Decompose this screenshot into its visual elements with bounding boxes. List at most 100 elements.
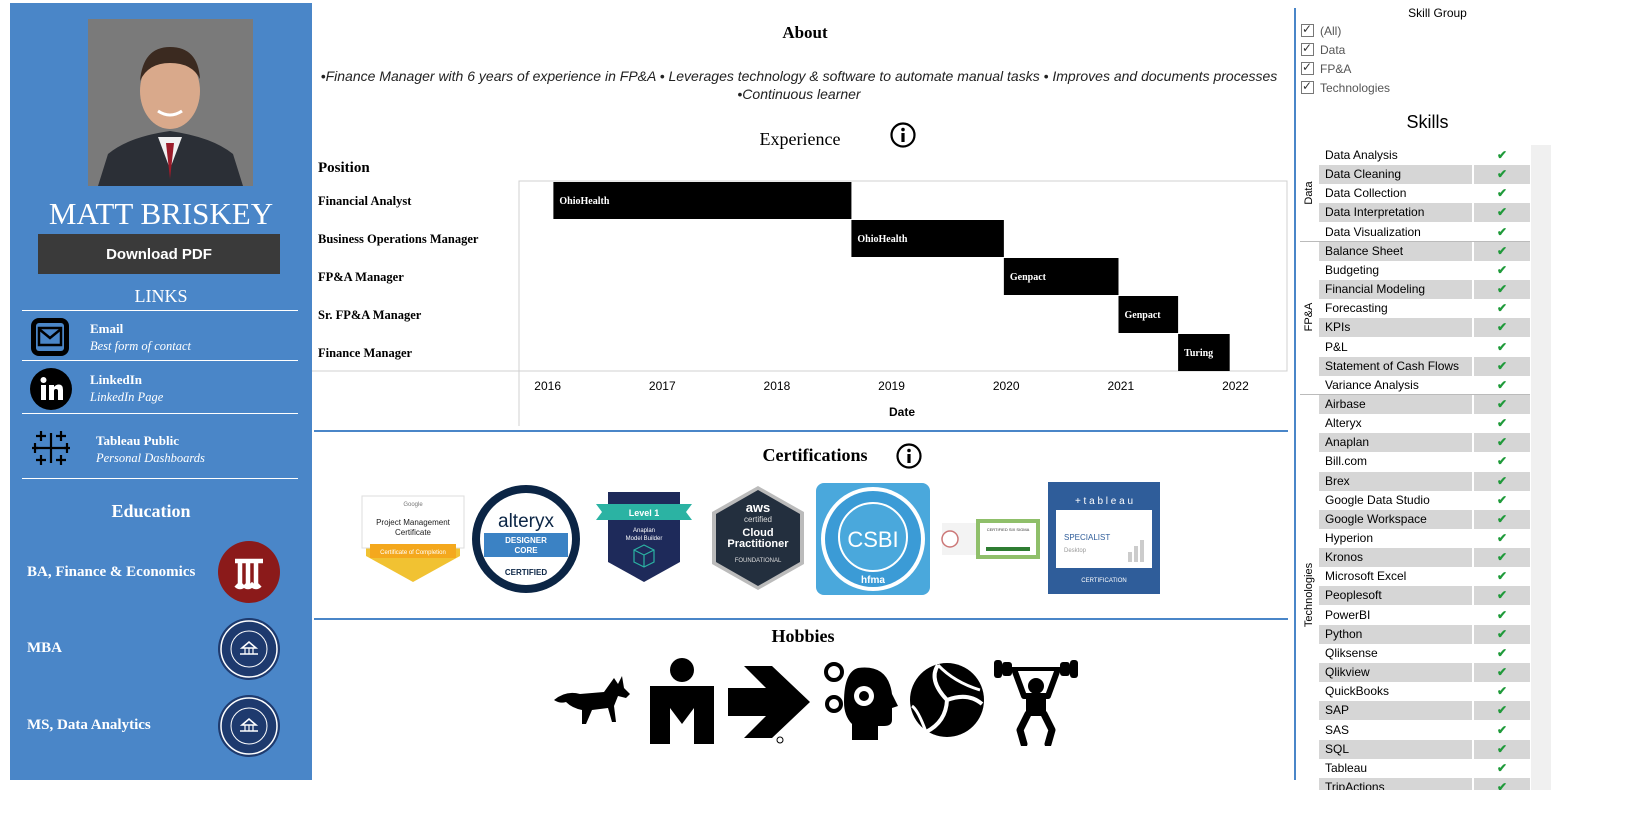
check-icon: ✔ [1496,569,1508,584]
skill-row[interactable]: Data Visualization ✔ [1319,223,1530,242]
skill-group-label: FP&A [1303,302,1315,332]
checkbox[interactable] [1301,41,1314,56]
filter-option-label: Technologies [1320,81,1391,95]
filter-option-fpa[interactable]: FP&A [1301,60,1351,80]
filter-option-all[interactable]: (All) [1301,22,1341,42]
skill-row[interactable]: Python ✔ [1319,624,1530,644]
skill-row[interactable]: Microsoft Excel ✔ [1319,567,1530,586]
skill-row[interactable]: SAS ✔ [1319,721,1530,740]
checkbox[interactable] [1301,22,1314,37]
skill-row[interactable]: Balance Sheet ✔ [1319,241,1530,261]
position-label: Business Operations Manager [318,232,479,246]
checkbox[interactable] [1301,60,1314,75]
skill-row[interactable]: Bill.com ✔ [1319,452,1530,471]
skill-row[interactable]: TripActions ✔ [1319,777,1530,790]
alteryx-badge[interactable]: alteryx DESIGNER CORE CERTIFIED [470,483,582,600]
skill-row[interactable]: QuickBooks ✔ [1319,682,1530,701]
skill-row[interactable]: Airbase ✔ [1319,394,1530,414]
csbi-badge[interactable]: CSBI hfma [816,483,930,600]
skill-row[interactable]: Peoplesoft ✔ [1319,586,1530,606]
position-label: Financial Analyst [318,194,412,208]
skill-row[interactable]: Brex ✔ [1319,471,1530,491]
checkbox[interactable] [1301,79,1314,94]
linkedin-link[interactable]: LinkedIn LinkedIn Page [22,364,298,412]
gantt-bar [1003,258,1119,295]
filter-option-technologies[interactable]: Technologies [1301,79,1391,99]
dog-icon [552,672,632,733]
six-sigma-badge[interactable]: CERTIFIED SIX SIGMA [936,515,1046,570]
anaplan-badge[interactable]: Level 1 Anaplan Model Builder [594,490,694,593]
badge-text: + t a b l e a u [1075,496,1133,507]
skill-row[interactable]: SAP ✔ [1319,701,1530,721]
skill-row[interactable]: Variance Analysis ✔ [1319,376,1530,395]
education-degree: MS, Data Analytics [27,717,151,733]
skill-row[interactable]: SQL ✔ [1319,739,1530,759]
x-tick-label: 2020 [993,379,1020,393]
skill-row[interactable]: Qlikview ✔ [1319,663,1530,683]
badge-text: CORE [514,546,538,555]
check-icon: ✔ [1496,722,1508,737]
skill-row[interactable]: Google Data Studio ✔ [1319,491,1530,510]
skill-row[interactable]: Forecasting ✔ [1319,299,1530,318]
skill-name: Google Data Studio [1325,492,1430,507]
x-axis-title: Date [889,405,915,419]
aws-badge[interactable]: aws certified Cloud Practitioner FOUNDAT… [708,484,808,597]
badge-text: Desktop [1064,548,1087,554]
badge-text: CERTIFICATION [1081,578,1126,584]
skill-row[interactable]: Hyperion ✔ [1319,529,1530,548]
skill-group-label: Data [1303,181,1315,205]
skill-name: Data Collection [1325,186,1407,201]
skill-row[interactable]: PowerBI ✔ [1319,606,1530,625]
badge-text: DESIGNER [505,536,547,545]
skill-row[interactable]: Tableau ✔ [1319,759,1530,778]
badge-text: Certificate of Completion [380,550,446,556]
email-link[interactable]: Email Best form of contact [22,313,298,361]
check-icon: ✔ [1474,203,1530,223]
check-icon: ✔ [1474,356,1530,376]
skill-row[interactable]: Google Workspace ✔ [1319,509,1530,529]
badge-text: CSBI [847,527,898,552]
linkedin-link-title: LinkedIn [90,372,143,387]
badge-text: Model Builder [626,536,663,542]
skill-row[interactable]: Data Collection ✔ [1319,184,1530,203]
tableau-link-subtitle: Personal Dashboards [96,451,205,465]
skills-scrollbar[interactable] [1531,145,1551,790]
x-tick-label: 2022 [1222,379,1249,393]
filter-option-data[interactable]: Data [1301,41,1345,61]
tableau-public-link[interactable]: Tableau Public Personal Dashboards [22,423,298,471]
skill-row[interactable]: Data Interpretation ✔ [1319,203,1530,223]
skill-row[interactable]: Alteryx ✔ [1319,414,1530,433]
skill-row[interactable]: Budgeting ✔ [1319,261,1530,280]
x-tick-label: 2019 [878,379,905,393]
check-icon: ✔ [1474,663,1530,683]
skill-name: Forecasting [1325,301,1388,316]
skills-table[interactable]: Data Analysis ✔ Data Cleaning ✔ Data Collect… [1300,145,1552,790]
info-icon[interactable] [896,443,922,469]
links-heading: LINKS [134,286,188,306]
check-icon: ✔ [1496,492,1508,507]
tableau-badge[interactable]: + t a b l e a u SPECIALIST Desktop CERTI… [1048,482,1160,599]
skill-row[interactable]: Data Analysis ✔ [1319,146,1530,165]
skill-row[interactable]: KPIs ✔ [1319,318,1530,338]
position-label: FP&A Manager [318,270,404,284]
skill-row[interactable]: Kronos ✔ [1319,548,1530,568]
certifications-heading: Certifications [762,445,868,465]
badge-text: Level 1 [629,508,660,518]
skill-row[interactable]: Statement of Cash Flows ✔ [1319,356,1530,376]
hobbies-heading: Hobbies [771,626,835,646]
skill-row[interactable]: Financial Modeling ✔ [1319,280,1530,300]
skill-name: Python [1319,624,1472,644]
skill-row[interactable]: P&L ✔ [1319,338,1530,357]
info-icon[interactable] [890,122,916,148]
google-pm-badge[interactable]: Google Project Management Certificate Ce… [358,490,468,593]
skill-row[interactable]: Anaplan ✔ [1319,433,1530,453]
skill-name: Statement of Cash Flows [1319,356,1472,376]
download-pdf-button[interactable]: Download PDF [38,234,280,274]
skill-row[interactable]: Data Cleaning ✔ [1319,165,1530,185]
bar-label: OhioHealth [559,196,609,207]
experience-heading: Experience [759,129,841,149]
check-icon: ✔ [1474,624,1530,644]
skill-row[interactable]: Qliksense ✔ [1319,644,1530,663]
profile-photo [88,19,253,186]
education-heading: Education [111,501,191,521]
